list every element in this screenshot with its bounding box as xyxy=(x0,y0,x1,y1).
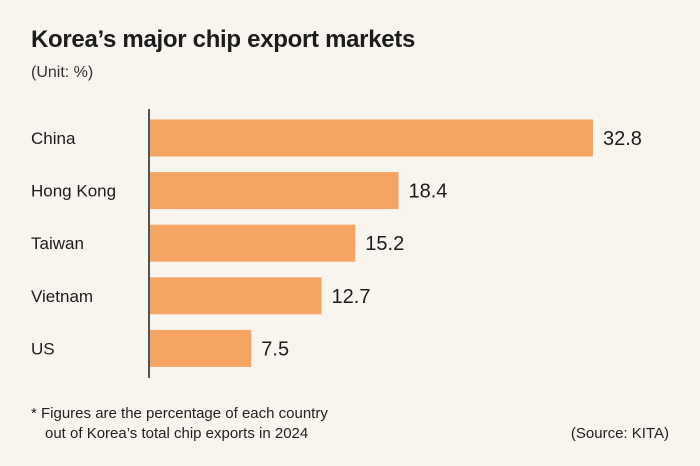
value-label: 18.4 xyxy=(409,181,448,203)
category-label: China xyxy=(31,129,76,148)
chart-title: Korea’s major chip export markets xyxy=(31,26,416,53)
footnote-line-1: * Figures are the percentage of each cou… xyxy=(31,405,328,422)
category-label: Taiwan xyxy=(31,234,84,253)
value-label: 12.7 xyxy=(332,286,371,308)
source-note: (Source: KITA) xyxy=(570,425,669,442)
category-label: US xyxy=(31,339,55,358)
bar xyxy=(150,172,399,210)
chart-unit-subtitle: (Unit: %) xyxy=(31,64,94,81)
bar xyxy=(150,224,356,262)
bar xyxy=(150,329,252,367)
category-label: Hong Kong xyxy=(31,182,116,201)
footnote: * Figures are the percentage of each cou… xyxy=(31,404,328,444)
footnote-line-2: out of Korea’s total chip exports in 202… xyxy=(45,425,309,442)
bar xyxy=(150,119,593,157)
value-label: 32.8 xyxy=(603,128,642,150)
bar xyxy=(150,277,322,315)
value-label: 15.2 xyxy=(365,233,404,255)
category-label: Vietnam xyxy=(31,287,93,306)
value-label: 7.5 xyxy=(261,338,289,360)
